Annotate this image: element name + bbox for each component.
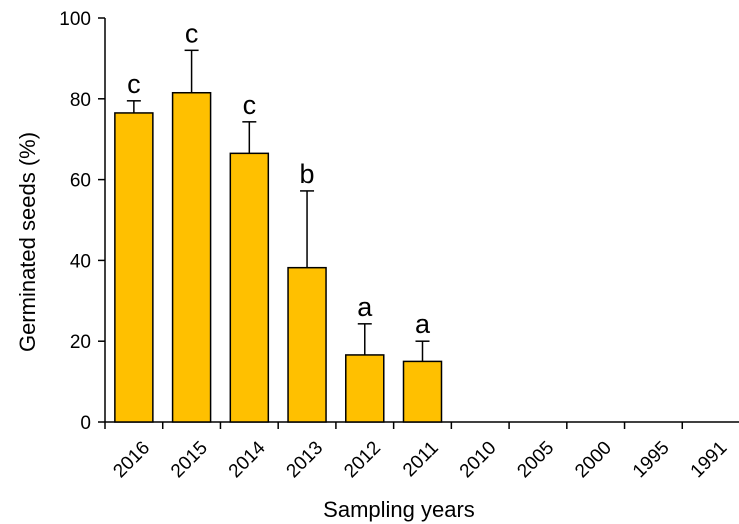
bar-2013 <box>287 266 327 423</box>
x-tick-label: 2015 <box>167 437 212 482</box>
x-tick-label: 2011 <box>399 437 443 481</box>
y-tick-label: 80 <box>70 90 91 111</box>
significance-letter: c <box>127 69 141 99</box>
y-tick-label: 0 <box>80 413 91 434</box>
significance-letter: a <box>357 292 373 322</box>
bar-2011 <box>402 360 443 423</box>
x-tick-label: 2012 <box>340 437 385 482</box>
x-tick-label: 1991 <box>687 437 732 482</box>
bar-2015 <box>171 91 212 423</box>
x-tick-label: 2000 <box>571 437 616 482</box>
x-tick-label: 2016 <box>109 437 154 482</box>
x-tick-label: 2010 <box>456 437 501 482</box>
y-tick-label: 60 <box>70 171 91 192</box>
x-tick-label: 1995 <box>629 437 674 482</box>
x-tick-label: 2014 <box>225 437 270 482</box>
significance-letter: c <box>243 90 257 120</box>
y-axis-title: Germinated seeds (%) <box>15 132 40 352</box>
x-axis-title: Sampling years <box>323 497 475 522</box>
bar-2012 <box>345 354 385 423</box>
y-tick-label: 100 <box>59 9 91 30</box>
significance-letter: b <box>300 159 315 189</box>
significance-letter: a <box>415 309 431 339</box>
x-tick-label: 2005 <box>513 437 558 482</box>
bar-2014 <box>229 152 270 423</box>
y-tick-label: 20 <box>70 332 91 353</box>
x-tick-label: 2013 <box>283 437 328 482</box>
significance-letter: c <box>185 18 199 48</box>
y-tick-label: 40 <box>70 251 91 272</box>
bar-2016 <box>114 112 154 423</box>
